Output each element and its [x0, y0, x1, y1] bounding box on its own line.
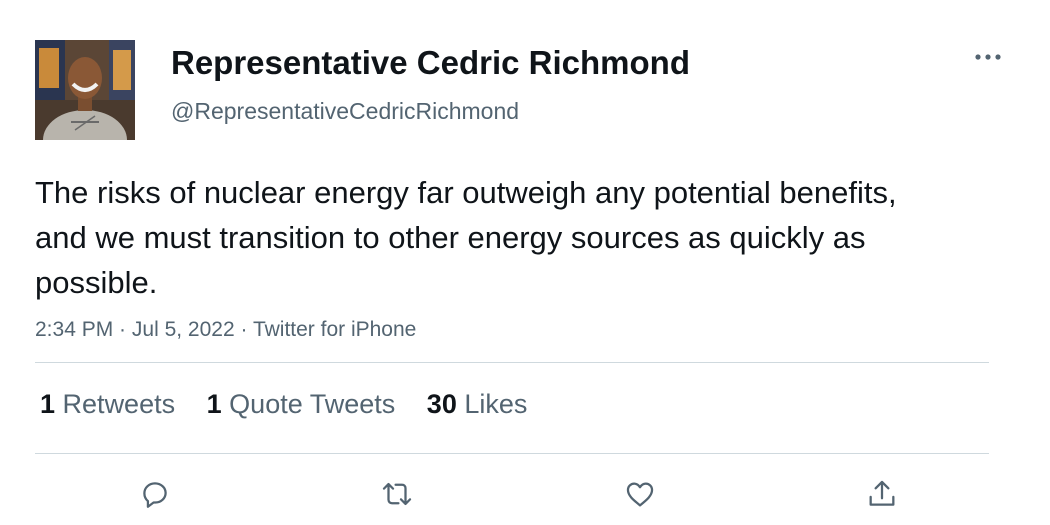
avatar[interactable]	[35, 40, 135, 140]
quote-tweets-stat[interactable]: 1 Quote Tweets	[207, 386, 396, 422]
more-options-button[interactable]	[968, 40, 1008, 74]
share-button[interactable]	[862, 474, 902, 514]
retweet-button[interactable]	[377, 474, 417, 514]
tweet-text: The risks of nuclear energy far outweigh…	[35, 175, 897, 300]
like-button[interactable]	[620, 474, 660, 514]
retweets-count: 1	[40, 389, 56, 419]
reply-icon	[143, 482, 167, 508]
retweets-label: Retweets	[62, 389, 176, 419]
tweet-metadata: 2:34 PM · Jul 5, 2022 · Twitter for iPho…	[35, 315, 416, 345]
heart-icon	[626, 482, 654, 507]
quote-tweets-count: 1	[206, 389, 222, 419]
meta-separator: ·	[234, 318, 253, 341]
retweets-stat[interactable]: 1 Retweets	[40, 386, 175, 422]
likes-count: 30	[426, 389, 457, 419]
tweet-date[interactable]: Jul 5, 2022	[131, 318, 235, 341]
quote-tweets-label: Quote Tweets	[229, 389, 396, 419]
avatar-photo	[35, 40, 135, 140]
tweet-source[interactable]: Twitter for iPhone	[252, 318, 417, 341]
meta-separator: ·	[113, 318, 132, 341]
divider	[35, 453, 989, 454]
more-dots-icon	[975, 54, 1001, 60]
divider	[35, 362, 989, 363]
likes-stat[interactable]: 30 Likes	[427, 386, 528, 422]
share-icon	[869, 480, 895, 506]
likes-label: Likes	[464, 389, 528, 419]
reply-button[interactable]	[135, 474, 175, 514]
retweet-icon	[382, 482, 412, 506]
tweet-stats: 1 Retweets 1 Quote Tweets 30 Likes	[40, 386, 551, 422]
author-display-name[interactable]: Representative Cedric Richmond	[171, 44, 690, 81]
tweet-time[interactable]: 2:34 PM	[35, 318, 114, 341]
author-handle[interactable]: @RepresentativeCedricRichmond	[171, 98, 520, 124]
